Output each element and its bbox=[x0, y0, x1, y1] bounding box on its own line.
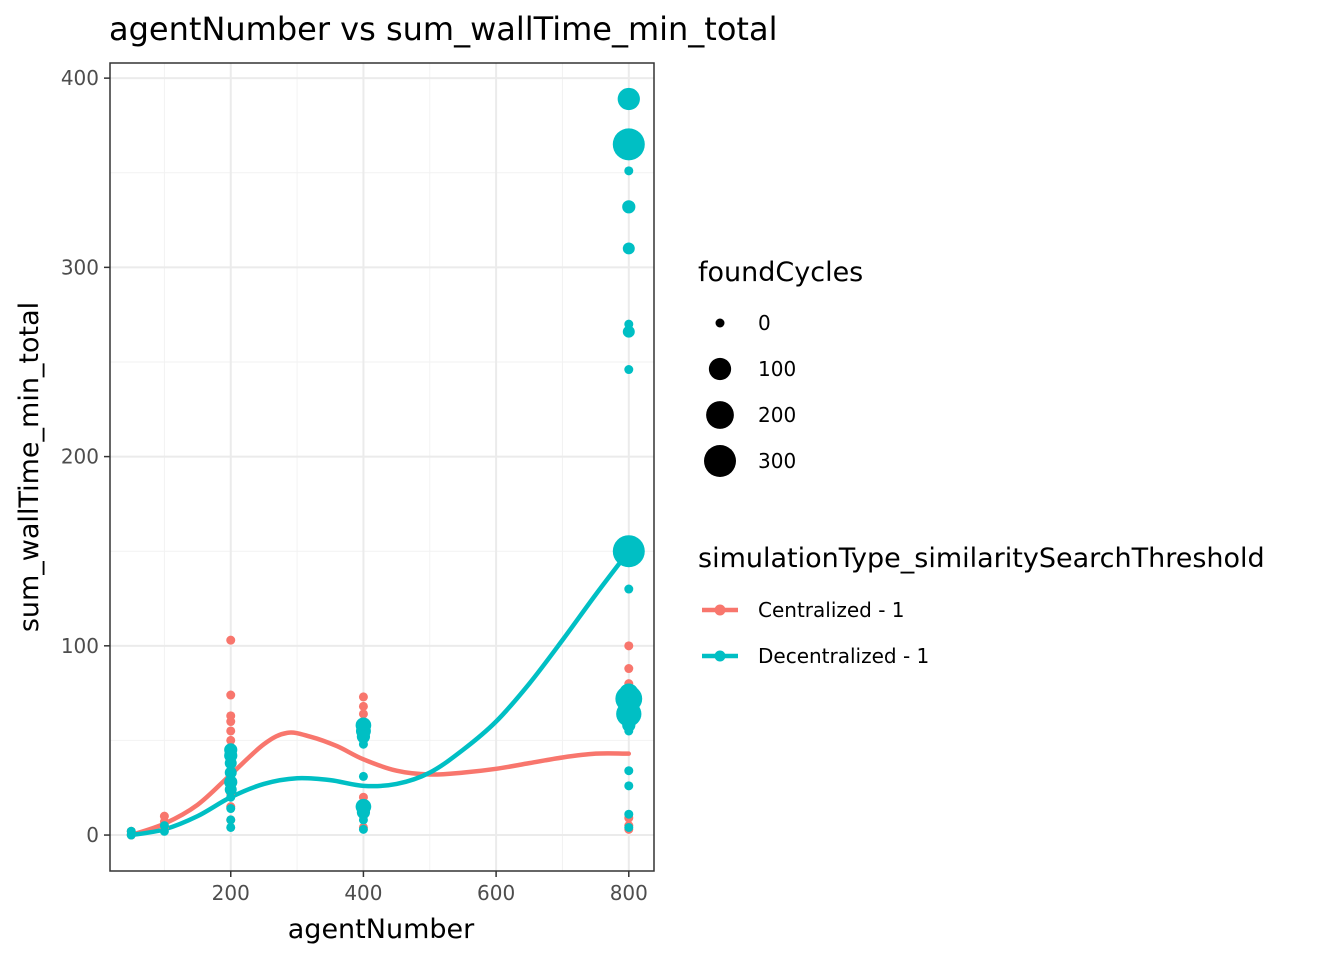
x-tick-label: 400 bbox=[344, 881, 382, 905]
data-point bbox=[612, 128, 645, 161]
size-legend-label: 300 bbox=[758, 449, 796, 473]
x-tick-label: 800 bbox=[610, 881, 648, 905]
data-point bbox=[624, 726, 634, 736]
data-point bbox=[224, 757, 237, 770]
data-point bbox=[226, 635, 236, 645]
size-legend-title: foundCycles bbox=[698, 257, 863, 288]
data-point bbox=[622, 325, 635, 338]
trend-line bbox=[128, 548, 632, 838]
color-legend-label: Centralized - 1 bbox=[758, 598, 905, 622]
data-point bbox=[616, 701, 642, 727]
size-legend-key bbox=[708, 357, 732, 381]
x-axis-title: agentNumber bbox=[288, 914, 475, 945]
trend-lines bbox=[128, 548, 632, 838]
data-point bbox=[226, 792, 236, 802]
color-legend-label: Decentralized - 1 bbox=[758, 644, 929, 668]
y-tick-label: 200 bbox=[61, 445, 99, 469]
grid bbox=[110, 63, 654, 871]
data-point bbox=[622, 242, 635, 255]
data-point bbox=[226, 822, 236, 832]
data-point bbox=[224, 783, 237, 796]
y-tick-label: 400 bbox=[61, 66, 99, 90]
data-point bbox=[358, 709, 368, 719]
y-axis: 0 100 200 300 400 bbox=[61, 66, 110, 847]
data-point bbox=[358, 701, 368, 711]
size-legend: foundCycles 0 100 200 300 bbox=[698, 257, 863, 477]
data-point bbox=[226, 726, 236, 736]
data-point bbox=[358, 824, 368, 834]
data-point bbox=[358, 739, 368, 749]
x-axis: 200 400 600 800 bbox=[212, 871, 648, 905]
plot-border bbox=[109, 62, 655, 872]
data-point bbox=[226, 690, 236, 700]
chart-title: agentNumber vs sum_wallTime_min_total bbox=[109, 10, 777, 48]
data-point bbox=[126, 826, 136, 836]
data-point bbox=[624, 584, 634, 594]
data-point bbox=[612, 535, 645, 568]
color-legend-point bbox=[714, 604, 726, 616]
color-legend: simulationType_similaritySearchThreshold… bbox=[698, 543, 1265, 668]
x-tick-label: 600 bbox=[477, 881, 515, 905]
data-point bbox=[624, 809, 634, 819]
data-point bbox=[358, 771, 368, 781]
size-legend-label: 0 bbox=[758, 311, 771, 335]
color-legend-point bbox=[714, 650, 726, 662]
y-tick-label: 300 bbox=[61, 255, 99, 279]
y-axis-title: sum_wallTime_min_total bbox=[14, 302, 45, 632]
data-point bbox=[624, 822, 634, 832]
data-point bbox=[159, 821, 169, 831]
size-legend-label: 100 bbox=[758, 357, 796, 381]
trend-line bbox=[128, 730, 632, 838]
data-point bbox=[226, 815, 236, 825]
data-point bbox=[358, 692, 368, 702]
size-legend-label: 200 bbox=[758, 403, 796, 427]
color-legend-title: simulationType_similaritySearchThreshold bbox=[698, 543, 1265, 574]
y-tick-label: 100 bbox=[61, 634, 99, 658]
data-point bbox=[224, 766, 237, 779]
data-point bbox=[624, 766, 634, 776]
size-legend-key bbox=[704, 445, 736, 477]
data-point bbox=[356, 730, 371, 744]
data-point bbox=[624, 641, 634, 651]
y-tick-label: 0 bbox=[86, 823, 99, 847]
data-point bbox=[159, 811, 169, 821]
x-tick-label: 200 bbox=[212, 881, 250, 905]
data-point bbox=[624, 664, 634, 674]
data-point bbox=[624, 365, 634, 375]
data-point bbox=[226, 735, 236, 745]
data-point bbox=[358, 815, 368, 825]
data-points bbox=[126, 87, 645, 840]
data-point bbox=[356, 805, 371, 819]
data-point bbox=[624, 781, 634, 791]
size-legend-key bbox=[706, 401, 734, 429]
size-legend-key bbox=[715, 318, 725, 328]
data-point bbox=[617, 87, 640, 111]
data-point bbox=[226, 804, 236, 814]
data-point bbox=[226, 717, 236, 727]
data-point bbox=[622, 200, 636, 214]
plot-panel bbox=[109, 62, 655, 872]
data-point bbox=[624, 166, 634, 176]
